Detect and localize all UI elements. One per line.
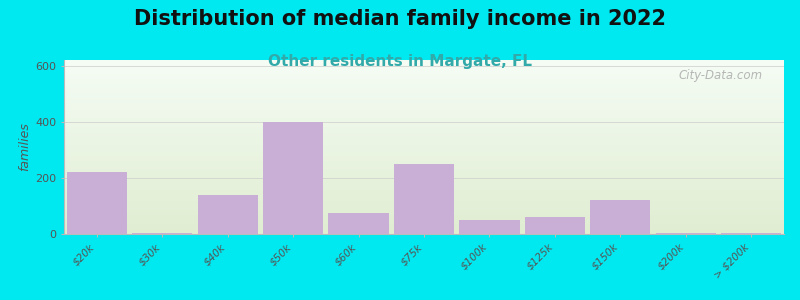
Bar — [66, 172, 127, 234]
Bar — [329, 213, 389, 234]
Text: Other residents in Margate, FL: Other residents in Margate, FL — [268, 54, 532, 69]
Bar — [525, 217, 585, 234]
Bar — [263, 122, 323, 234]
Bar — [198, 195, 258, 234]
Bar — [656, 232, 716, 234]
Text: Distribution of median family income in 2022: Distribution of median family income in … — [134, 9, 666, 29]
Bar — [721, 232, 782, 234]
Y-axis label: families: families — [18, 123, 31, 171]
Text: City-Data.com: City-Data.com — [678, 69, 762, 82]
Bar — [132, 232, 192, 234]
Bar — [394, 164, 454, 234]
Bar — [590, 200, 650, 234]
Bar — [459, 220, 519, 234]
